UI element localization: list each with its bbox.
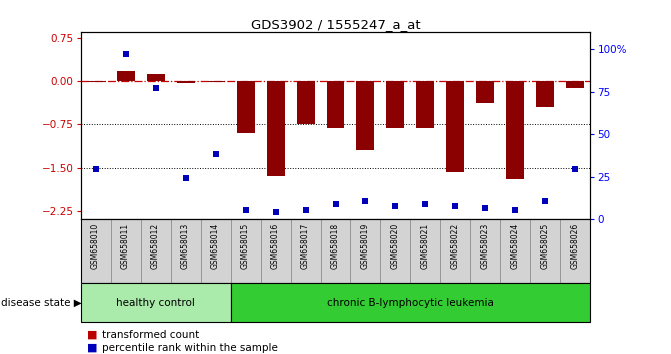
Text: chronic B-lymphocytic leukemia: chronic B-lymphocytic leukemia [327,298,494,308]
Text: percentile rank within the sample: percentile rank within the sample [102,343,278,353]
Bar [501,219,531,283]
Bar [81,283,231,322]
Bar [440,219,470,283]
Point [330,202,341,207]
Text: GSM658026: GSM658026 [571,223,580,269]
Bar [260,219,291,283]
Bar [170,219,201,283]
Text: GSM658024: GSM658024 [511,223,520,269]
Text: GSM658017: GSM658017 [301,223,310,269]
Point [150,85,161,91]
Bar [87,81,105,82]
Point [450,204,461,209]
Bar [537,81,554,107]
Bar [111,219,140,283]
Bar [176,81,195,83]
Bar [476,81,495,103]
Bar [327,81,344,128]
Point [540,198,551,204]
Point [390,204,401,209]
Text: disease state ▶: disease state ▶ [1,298,82,308]
Text: GSM658019: GSM658019 [361,223,370,269]
Point [90,166,101,172]
Point [480,205,491,211]
Point [360,198,371,204]
Title: GDS3902 / 1555247_a_at: GDS3902 / 1555247_a_at [251,18,420,31]
Text: GSM658015: GSM658015 [241,223,250,269]
Point [420,202,431,207]
Text: healthy control: healthy control [116,298,195,308]
Bar [207,81,225,82]
Text: GSM658018: GSM658018 [331,223,340,269]
Bar [356,81,374,150]
Text: GSM658011: GSM658011 [121,223,130,269]
Bar [201,219,231,283]
Bar [297,81,315,124]
Text: GSM658022: GSM658022 [451,223,460,269]
Text: ■: ■ [87,343,98,353]
Bar [291,219,321,283]
Bar [446,81,464,172]
Point [510,207,521,213]
Point [300,207,311,213]
Bar [146,74,164,81]
Bar [386,81,405,128]
Bar [417,81,435,128]
Bar [231,219,260,283]
Text: GSM658023: GSM658023 [481,223,490,269]
Point [270,209,281,215]
Bar [566,81,584,88]
Text: GSM658025: GSM658025 [541,223,550,269]
Text: GSM658014: GSM658014 [211,223,220,269]
Point [180,175,191,181]
Bar [231,283,590,322]
Bar [321,219,350,283]
Bar [380,219,411,283]
Bar [117,71,134,81]
Point [120,52,131,57]
Bar [81,219,111,283]
Point [240,207,251,213]
Bar [531,219,560,283]
Bar [350,219,380,283]
Text: GSM658010: GSM658010 [91,223,100,269]
Bar [411,219,440,283]
Text: GSM658016: GSM658016 [271,223,280,269]
Bar [507,81,525,179]
Text: transformed count: transformed count [102,330,199,339]
Text: GSM658021: GSM658021 [421,223,430,269]
Text: GSM658012: GSM658012 [151,223,160,269]
Bar [560,219,590,283]
Bar [236,81,254,133]
Point [210,151,221,156]
Bar [266,81,285,176]
Point [570,166,581,172]
Bar [470,219,501,283]
Text: ■: ■ [87,330,98,339]
Text: GSM658020: GSM658020 [391,223,400,269]
Text: GSM658013: GSM658013 [181,223,190,269]
Bar [140,219,170,283]
